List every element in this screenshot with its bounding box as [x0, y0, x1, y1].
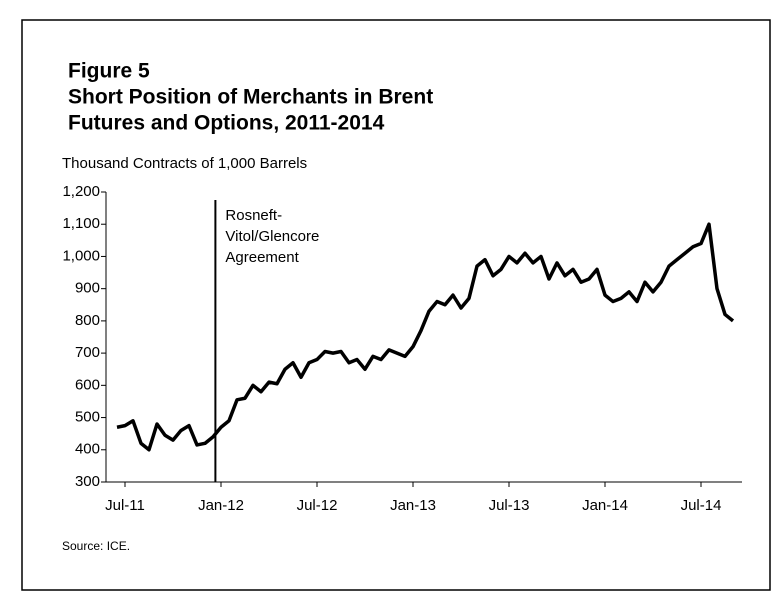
y-tick-label: 1,200	[62, 183, 100, 200]
chart-title: Futures and Options, 2011-2014	[68, 112, 385, 135]
y-tick-label: 900	[75, 280, 100, 297]
y-tick-label: 400	[75, 441, 100, 458]
x-tick-label: Jan-13	[390, 497, 436, 514]
x-tick-label: Jan-14	[582, 497, 628, 514]
x-tick-label: Jul-12	[297, 497, 338, 514]
x-tick-label: Jul-11	[105, 497, 145, 514]
annotation: Agreement	[225, 249, 299, 266]
source: Source: ICE.	[62, 539, 130, 553]
y-tick-label: 600	[75, 376, 100, 393]
chart-title: Figure 5	[68, 60, 150, 83]
y-tick-label: 300	[75, 473, 100, 490]
y-axis-label: Thousand Contracts of 1,000 Barrels	[62, 155, 307, 172]
annotation: Vitol/Glencore	[225, 228, 319, 245]
frame	[21, 19, 771, 591]
y-tick-label: 1,100	[62, 215, 100, 232]
y-tick-label: 1,000	[62, 247, 100, 264]
x-tick-label: Jul-13	[489, 497, 530, 514]
y-tick-label: 800	[75, 312, 100, 329]
chart-title: Short Position of Merchants in Brent	[68, 86, 433, 109]
y-tick-label: 700	[75, 344, 100, 361]
annotation: Rosneft-	[225, 207, 282, 224]
x-tick-label: Jan-12	[198, 497, 244, 514]
y-tick-label: 500	[75, 409, 100, 426]
x-tick-label: Jul-14	[681, 497, 722, 514]
line	[116, 222, 735, 452]
